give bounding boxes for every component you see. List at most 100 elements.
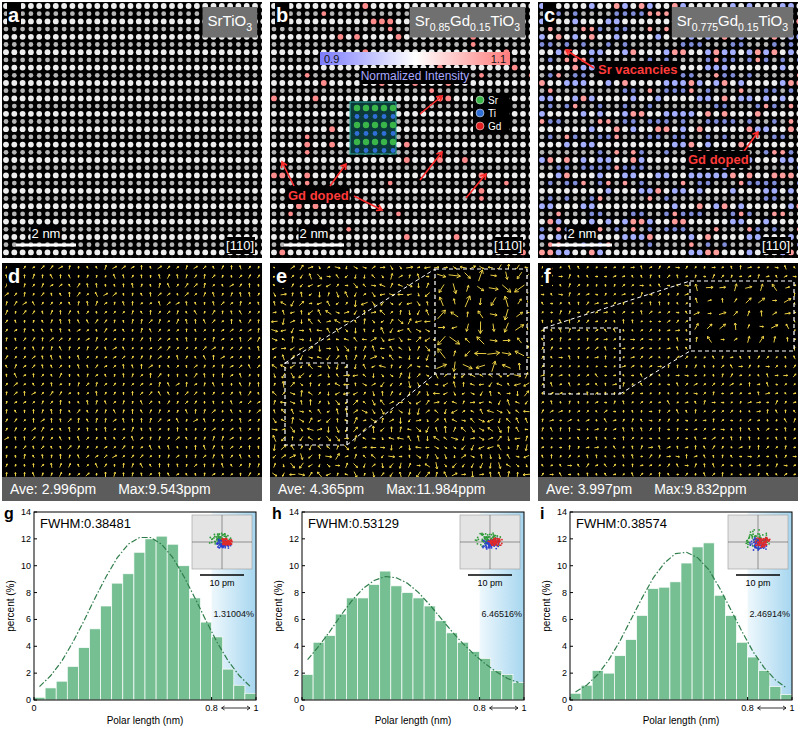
atom-column bbox=[29, 165, 34, 170]
atom-column bbox=[194, 126, 200, 132]
atom-column bbox=[404, 88, 409, 93]
atom-column bbox=[236, 142, 242, 148]
atom-column bbox=[371, 212, 376, 217]
atom-column bbox=[321, 73, 326, 78]
atom-column bbox=[421, 165, 426, 170]
atom-column bbox=[244, 58, 249, 63]
atom-column bbox=[463, 165, 468, 170]
atom-column bbox=[136, 88, 141, 93]
atom-column bbox=[495, 65, 501, 71]
atom-column bbox=[103, 250, 109, 256]
atom-column bbox=[169, 219, 175, 225]
atom-column bbox=[119, 96, 125, 102]
atom-column bbox=[437, 126, 443, 132]
atom-column bbox=[354, 19, 360, 25]
atom-column bbox=[12, 242, 17, 247]
atom-column bbox=[186, 34, 192, 40]
atom-column bbox=[61, 126, 67, 132]
atom-column bbox=[78, 212, 83, 217]
atom-column bbox=[161, 96, 167, 102]
atom-column bbox=[29, 135, 34, 140]
atom-column bbox=[363, 42, 368, 47]
atom-column bbox=[463, 119, 468, 124]
atom-column bbox=[288, 96, 294, 102]
atom-column bbox=[227, 65, 233, 71]
atom-column bbox=[128, 65, 134, 71]
atom-column bbox=[271, 173, 277, 179]
atom-column bbox=[404, 165, 409, 170]
atom-column bbox=[272, 58, 277, 63]
atom-column bbox=[95, 227, 100, 232]
atom-column bbox=[119, 80, 125, 86]
atom-column bbox=[70, 227, 75, 232]
atom-column bbox=[305, 27, 310, 32]
atom-column bbox=[20, 135, 25, 140]
atom-column bbox=[446, 165, 451, 170]
atom-column bbox=[271, 188, 277, 194]
atom-column bbox=[120, 73, 125, 78]
atom-column bbox=[329, 3, 335, 9]
atom-column bbox=[169, 126, 175, 132]
atom-column bbox=[112, 11, 117, 16]
atom-column bbox=[438, 165, 443, 170]
atom-column bbox=[321, 3, 327, 9]
atom-column bbox=[112, 196, 117, 201]
atom-column bbox=[87, 135, 92, 140]
atom-column bbox=[53, 173, 59, 179]
atom-column bbox=[512, 181, 517, 186]
atom-column bbox=[12, 196, 17, 201]
atom-column bbox=[528, 80, 530, 86]
atom-column bbox=[195, 104, 200, 109]
atom-column bbox=[61, 188, 67, 194]
atom-column bbox=[253, 181, 258, 186]
atom-column bbox=[86, 234, 92, 240]
atom-column bbox=[219, 219, 225, 225]
atom-column bbox=[252, 65, 258, 71]
atom-column bbox=[136, 173, 142, 179]
atom-column bbox=[260, 34, 262, 40]
atom-column bbox=[144, 234, 150, 240]
atom-column bbox=[260, 157, 262, 163]
atom-column bbox=[228, 227, 233, 232]
atom-column bbox=[471, 165, 476, 170]
atom-column bbox=[186, 227, 191, 232]
atom-column bbox=[177, 80, 183, 86]
atom-column bbox=[329, 203, 335, 209]
atom-column bbox=[288, 142, 294, 148]
atom-column bbox=[178, 242, 183, 247]
atom-column bbox=[78, 65, 84, 71]
atom-column bbox=[396, 11, 401, 16]
atom-column bbox=[446, 119, 451, 124]
atom-column bbox=[3, 80, 9, 86]
atom-column bbox=[346, 181, 351, 186]
atom-column bbox=[454, 119, 459, 124]
atom-column bbox=[211, 126, 217, 132]
atom-column bbox=[11, 250, 17, 256]
atom-column bbox=[355, 73, 360, 78]
atom-column bbox=[421, 88, 426, 93]
atom-column bbox=[11, 96, 17, 102]
atom-column bbox=[194, 19, 200, 25]
atom-column bbox=[128, 104, 133, 109]
atom-column bbox=[329, 19, 335, 25]
atom-column bbox=[53, 258, 58, 259]
atom-column bbox=[261, 119, 262, 124]
atom-column bbox=[228, 212, 233, 217]
atom-column bbox=[153, 119, 158, 124]
atom-column bbox=[186, 242, 191, 247]
atom-column bbox=[429, 212, 434, 217]
atom-column bbox=[260, 234, 262, 240]
atom-column bbox=[272, 42, 277, 47]
atom-column bbox=[379, 19, 385, 25]
atom-column bbox=[161, 203, 167, 209]
atom-column bbox=[203, 258, 208, 259]
atom-column bbox=[429, 119, 434, 124]
atom-column bbox=[78, 227, 83, 232]
atom-column bbox=[396, 3, 402, 9]
atom-column bbox=[487, 150, 492, 155]
atom-column bbox=[136, 96, 142, 102]
atom-column bbox=[95, 242, 100, 247]
atom-column bbox=[61, 157, 67, 163]
atom-column bbox=[528, 96, 530, 102]
atom-column bbox=[421, 119, 426, 124]
